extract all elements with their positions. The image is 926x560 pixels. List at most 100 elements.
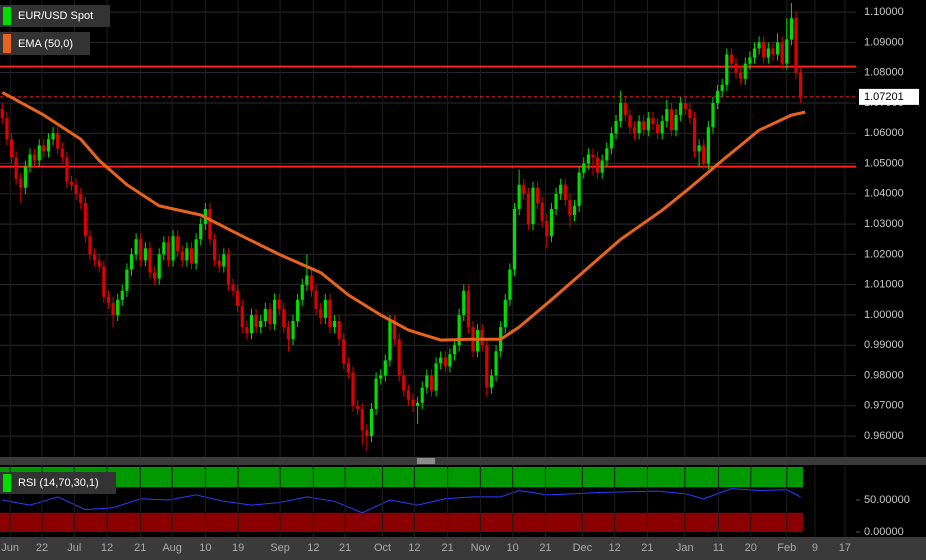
candle-body	[23, 166, 27, 188]
candle-body	[679, 102, 683, 116]
y-tick-label: 0.97000	[864, 400, 904, 412]
candle-body	[443, 357, 447, 367]
candle-body	[425, 375, 429, 388]
candle-body	[526, 193, 530, 225]
legend-box	[0, 5, 110, 27]
candle-body	[125, 269, 129, 291]
candle-body	[51, 133, 55, 140]
candle-body	[416, 402, 420, 406]
candle-body	[111, 302, 115, 315]
candle-body	[452, 345, 457, 355]
candle-body	[545, 221, 549, 237]
candle-body	[605, 148, 609, 161]
x-tick-label: 19	[232, 542, 244, 554]
candle-body	[720, 84, 724, 91]
y-tick-label: 0.98000	[864, 369, 904, 381]
candle-body	[208, 208, 212, 240]
candle-body	[568, 199, 572, 216]
candle-body	[559, 184, 563, 194]
candle-body	[180, 251, 184, 261]
candle-body	[162, 242, 166, 255]
x-tick-label: 21	[441, 542, 453, 554]
y-tick-label: 1.00000	[864, 309, 904, 321]
candle-body	[582, 163, 586, 173]
candle-body	[591, 154, 595, 158]
x-tick-label: 21	[539, 542, 551, 554]
legend-label: RSI (14,70,30,1)	[18, 477, 99, 489]
candle-body	[623, 102, 627, 116]
x-tick-label: 10	[507, 542, 519, 554]
legend-swatch	[3, 7, 11, 25]
candle-body	[540, 202, 544, 222]
candle-body	[757, 42, 761, 49]
candle-body	[775, 42, 780, 55]
x-tick-label: 12	[101, 542, 113, 554]
candle-body	[199, 224, 203, 240]
candle-body	[328, 299, 332, 328]
legend-box	[0, 32, 90, 55]
candle-body	[572, 205, 577, 216]
candle-body	[374, 378, 378, 409]
candle-body	[231, 284, 235, 291]
candle-body	[762, 42, 766, 58]
candle-body	[356, 405, 360, 409]
y-tick-label: 1.08000	[864, 67, 904, 79]
candle-body	[734, 63, 738, 73]
candle-body	[106, 296, 111, 303]
candle-body	[600, 160, 604, 173]
candle-body	[157, 254, 161, 279]
candle-body	[365, 430, 369, 437]
candle-body	[766, 48, 770, 58]
candle-body	[595, 157, 600, 173]
candle-body	[300, 284, 304, 300]
candle-body	[369, 408, 374, 437]
candle-body	[97, 260, 101, 267]
splitter-handle[interactable]	[417, 458, 435, 464]
candle-body	[383, 360, 387, 376]
x-tick-label: Sep	[270, 542, 290, 554]
candle-body	[143, 248, 147, 261]
candle-body	[785, 39, 789, 64]
candle-body	[152, 272, 157, 279]
candle-body	[789, 18, 793, 40]
candle-body	[185, 248, 189, 261]
candle-body	[37, 145, 41, 161]
candle-body	[0, 109, 4, 119]
candle-body	[462, 290, 466, 315]
last-price-label: 1.07201	[864, 91, 904, 103]
candle-body	[323, 299, 327, 318]
x-tick-label: 12	[609, 542, 621, 554]
candle-body	[360, 408, 364, 431]
candle-body	[379, 375, 383, 379]
candle-body	[240, 305, 244, 328]
y-tick-label: 0.00000	[864, 526, 904, 538]
legend-label: EUR/USD Spot	[18, 10, 93, 22]
candle-body	[614, 121, 618, 134]
candle-body	[420, 387, 424, 403]
candle-body	[669, 109, 674, 131]
candle-body	[665, 109, 669, 122]
candle-body	[609, 133, 614, 149]
candle-body	[503, 299, 507, 328]
candle-body	[388, 321, 392, 361]
candle-body	[314, 290, 318, 309]
candle-body	[19, 178, 23, 188]
x-tick-label: Jun	[1, 542, 19, 554]
y-tick-label: 1.04000	[864, 188, 904, 200]
candle-body	[291, 321, 295, 340]
candle-body	[752, 48, 757, 58]
candle-body	[637, 121, 641, 134]
y-tick-label: 1.09000	[864, 36, 904, 48]
candle-body	[139, 239, 143, 261]
x-tick-label: 22	[36, 542, 48, 554]
candle-body	[476, 330, 480, 352]
candle-body	[683, 102, 687, 110]
candle-body	[134, 239, 138, 255]
candle-body	[508, 269, 512, 300]
y-tick-label: 50.00000	[864, 494, 910, 506]
candle-body	[628, 115, 632, 128]
candle-body	[697, 145, 701, 152]
candle-body	[176, 236, 180, 252]
x-tick-label: Feb	[777, 542, 796, 554]
